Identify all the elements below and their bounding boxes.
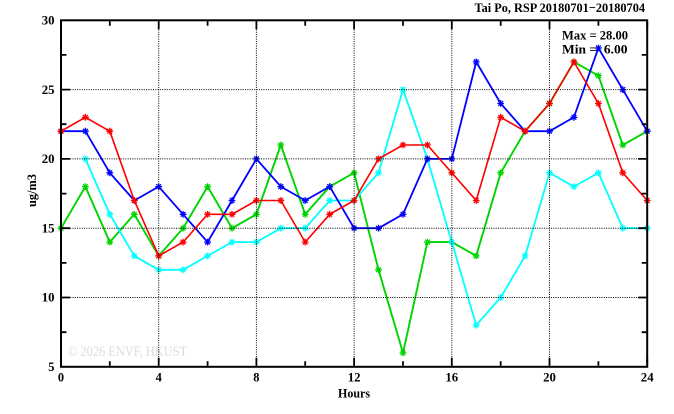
svg-text:30: 30 [42, 13, 55, 28]
svg-text:20: 20 [42, 151, 55, 166]
svg-text:Hours: Hours [338, 386, 370, 401]
svg-text:8: 8 [253, 369, 260, 384]
svg-text:12: 12 [348, 369, 361, 384]
svg-text:Tai Po, RSP 20180701−20180704: Tai Po, RSP 20180701−20180704 [475, 0, 646, 15]
svg-text:Min = 6.00: Min = 6.00 [562, 42, 628, 57]
svg-text:15: 15 [42, 220, 55, 235]
svg-text:25: 25 [42, 82, 55, 97]
svg-text:24: 24 [641, 369, 654, 384]
svg-text:16: 16 [445, 369, 458, 384]
svg-text:ug/m3: ug/m3 [24, 174, 39, 207]
svg-text:4: 4 [156, 369, 163, 384]
svg-text:10: 10 [42, 290, 55, 305]
svg-text:5: 5 [48, 359, 55, 374]
svg-text:20: 20 [543, 369, 556, 384]
svg-text:Max = 28.00: Max = 28.00 [562, 28, 628, 43]
svg-text:0: 0 [58, 369, 64, 384]
svg-text:© 2026 ENVF, HKUST: © 2026 ENVF, HKUST [68, 344, 187, 360]
